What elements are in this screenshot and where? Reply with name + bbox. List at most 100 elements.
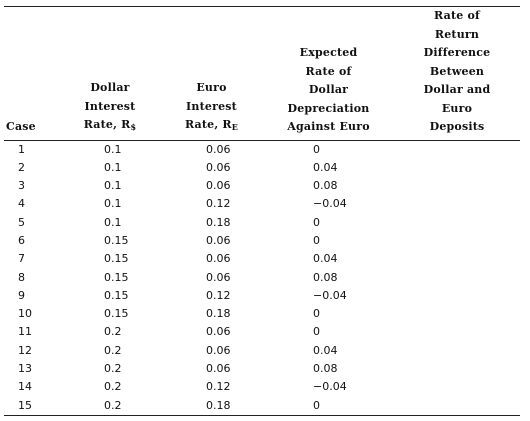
table-row: 8 0.15 0.06 0.08: [4, 269, 520, 287]
euro-rate-cell: 0.18: [160, 396, 263, 416]
dollar-rate-cell: 0.15: [104, 270, 129, 284]
return-difference-cell: [394, 378, 520, 396]
depreciation-cell: 0: [313, 233, 320, 247]
dollar-rate-cell: 0.2: [60, 396, 160, 416]
euro-rate-cell: 0.12: [206, 197, 231, 211]
depreciation-cell: 0.08: [313, 270, 338, 284]
case-cell: 11: [18, 325, 32, 339]
depreciation-cell: −0.04: [313, 288, 347, 302]
return-difference-cell: [394, 287, 520, 305]
return-difference-cell: [394, 305, 520, 323]
depreciation-cell: 0: [313, 142, 320, 156]
dollar-rate-cell: 0.15: [104, 288, 129, 302]
header-row: Case Dollar Interest Rate, R$ Euro Inter…: [4, 6, 520, 141]
depreciation-cell: 0.04: [313, 252, 338, 266]
dollar-rate-cell: 0.15: [104, 252, 129, 266]
table-row: 6 0.15 0.06 0: [4, 232, 520, 250]
case-cell: 9: [18, 288, 25, 302]
dollar-rate-cell: 0.2: [104, 325, 122, 339]
dollar-rate-cell: 0.15: [104, 307, 129, 321]
header-dollar-rate-subscript: $: [130, 122, 137, 132]
case-cell: 12: [18, 343, 32, 357]
table-header: Case Dollar Interest Rate, R$ Euro Inter…: [4, 6, 520, 141]
interest-rate-table: Case Dollar Interest Rate, R$ Euro Inter…: [4, 6, 520, 416]
table-row: 4 0.1 0.12 −0.04: [4, 195, 520, 213]
dollar-rate-cell: 0.1: [104, 197, 122, 211]
table-body: 1 0.1 0.06 0 2 0.1 0.06 0.04 3 0.1 0.06 0.08 4 0.1 0.1…: [4, 140, 520, 416]
return-difference-cell: [394, 396, 520, 416]
dollar-rate-cell: 0.1: [104, 179, 122, 193]
depreciation-cell: 0: [313, 325, 320, 339]
case-cell: 4: [18, 197, 25, 211]
dollar-rate-cell: 0.1: [104, 160, 122, 174]
return-difference-cell: [394, 250, 520, 268]
return-difference-cell: [394, 323, 520, 341]
case-cell: 8: [18, 270, 25, 284]
euro-rate-cell: 0.06: [206, 179, 231, 193]
table-row: 11 0.2 0.06 0: [4, 323, 520, 341]
euro-rate-cell: 0.06: [206, 233, 231, 247]
dollar-rate-cell: 0.2: [104, 343, 122, 357]
depreciation-cell: −0.04: [313, 380, 347, 394]
return-difference-cell: [394, 159, 520, 177]
table-row: 13 0.2 0.06 0.08: [4, 360, 520, 378]
case-cell: 5: [18, 215, 25, 229]
table-row: 10 0.15 0.18 0: [4, 305, 520, 323]
table-row: 5 0.1 0.18 0: [4, 214, 520, 232]
depreciation-cell: 0: [313, 215, 320, 229]
return-difference-cell: [394, 195, 520, 213]
euro-rate-cell: 0.06: [206, 270, 231, 284]
case-cell: 13: [18, 362, 32, 376]
header-euro-rate: Euro Interest Rate, RE: [160, 6, 263, 141]
case-cell: 10: [18, 307, 32, 321]
euro-rate-cell: 0.06: [206, 160, 231, 174]
euro-rate-cell: 0.12: [206, 380, 231, 394]
header-return-difference: Rate of Return Difference Between Dollar…: [394, 6, 520, 141]
return-difference-cell: [394, 342, 520, 360]
euro-rate-cell: 0.06: [206, 325, 231, 339]
header-euro-rate-text: Euro Interest Rate, R: [184, 81, 237, 131]
euro-rate-cell: 0.06: [206, 362, 231, 376]
dollar-rate-cell: 0.2: [104, 362, 122, 376]
case-cell: 7: [18, 252, 25, 266]
header-euro-rate-subscript: E: [231, 122, 239, 132]
case-cell: 2: [18, 160, 25, 174]
return-difference-cell: [394, 232, 520, 250]
return-difference-cell: [394, 214, 520, 232]
table-row: 12 0.2 0.06 0.04: [4, 342, 520, 360]
header-case: Case: [4, 6, 60, 141]
dollar-rate-cell: 0.2: [104, 380, 122, 394]
header-depreciation: Expected Rate of Dollar Depreciation Aga…: [263, 6, 394, 141]
return-difference-cell: [394, 269, 520, 287]
case-cell: 14: [18, 380, 32, 394]
depreciation-cell: 0.08: [313, 179, 338, 193]
euro-rate-cell: 0.18: [206, 215, 231, 229]
return-difference-cell: [394, 177, 520, 195]
case-cell: 3: [18, 179, 25, 193]
table-row: 14 0.2 0.12 −0.04: [4, 378, 520, 396]
dollar-rate-cell: 0.15: [104, 233, 129, 247]
table-row: 1 0.1 0.06 0: [4, 140, 520, 159]
dollar-rate-cell: 0.1: [104, 142, 122, 156]
depreciation-cell: −0.04: [313, 197, 347, 211]
euro-rate-cell: 0.06: [206, 252, 231, 266]
table-row: 15 0.2 0.18 0: [4, 396, 520, 416]
return-difference-cell: [394, 360, 520, 378]
table-row: 9 0.15 0.12 −0.04: [4, 287, 520, 305]
case-cell: 1: [18, 142, 25, 156]
depreciation-cell: 0: [263, 396, 394, 416]
table-row: 2 0.1 0.06 0.04: [4, 159, 520, 177]
return-difference-cell: [394, 140, 520, 159]
header-dollar-rate: Dollar Interest Rate, R$: [60, 6, 160, 141]
euro-rate-cell: 0.06: [206, 343, 231, 357]
table-row: 7 0.15 0.06 0.04: [4, 250, 520, 268]
table-row: 3 0.1 0.06 0.08: [4, 177, 520, 195]
case-cell: 6: [18, 233, 25, 247]
dollar-rate-cell: 0.1: [104, 215, 122, 229]
euro-rate-cell: 0.06: [206, 142, 231, 156]
header-dollar-rate-text: Dollar Interest Rate, R: [83, 81, 136, 131]
depreciation-cell: 0.04: [313, 343, 338, 357]
case-cell: 15: [4, 396, 60, 416]
depreciation-cell: 0.04: [313, 160, 338, 174]
depreciation-cell: 0.08: [313, 362, 338, 376]
